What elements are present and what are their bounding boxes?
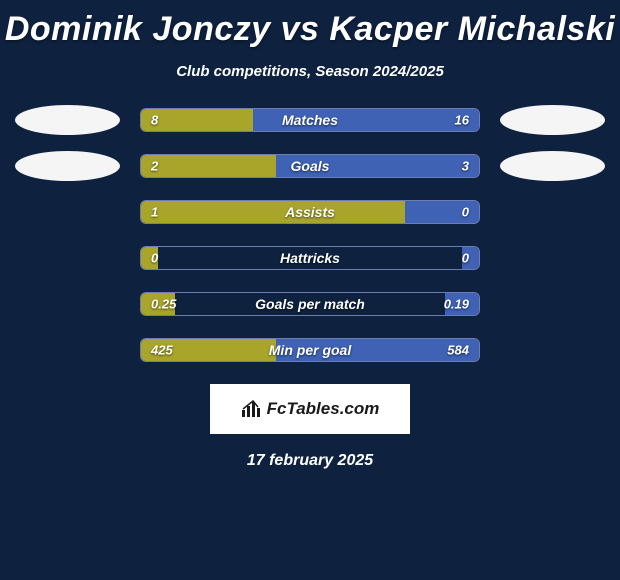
stat-row: 0.25 0.19 Goals per match: [0, 292, 620, 316]
player-badge-left: [15, 197, 120, 227]
stat-value-right: 0: [462, 205, 469, 220]
player-badge-left: [15, 243, 120, 273]
chart-icon: [241, 400, 261, 418]
stat-bar: 0 0 Hattricks: [140, 246, 480, 270]
player-badge-right: [500, 335, 605, 365]
stat-row: 0 0 Hattricks: [0, 246, 620, 270]
player-badge-right: [500, 105, 605, 135]
player-badge-right: [500, 197, 605, 227]
bar-left-fill: [141, 201, 405, 223]
page-title: Dominik Jonczy vs Kacper Michalski: [0, 0, 620, 49]
stat-value-left: 1: [151, 205, 158, 220]
stat-row: 425 584 Min per goal: [0, 338, 620, 362]
stat-row: 1 0 Assists: [0, 200, 620, 224]
stat-value-left: 0.25: [151, 297, 176, 312]
stat-value-left: 2: [151, 159, 158, 174]
stat-value-right: 0: [462, 251, 469, 266]
page-subtitle: Club competitions, Season 2024/2025: [0, 63, 620, 80]
stat-label: Min per goal: [269, 342, 351, 358]
stat-bar: 1 0 Assists: [140, 200, 480, 224]
stat-label: Matches: [282, 112, 338, 128]
stat-value-left: 0: [151, 251, 158, 266]
stat-row: 8 16 Matches: [0, 108, 620, 132]
stat-label: Assists: [285, 204, 335, 220]
stat-value-right: 0.19: [444, 297, 469, 312]
player-badge-left: [15, 105, 120, 135]
stat-bar: 8 16 Matches: [140, 108, 480, 132]
stat-bar: 2 3 Goals: [140, 154, 480, 178]
stat-row: 2 3 Goals: [0, 154, 620, 178]
stat-value-right: 16: [455, 113, 469, 128]
stat-label: Hattricks: [280, 250, 340, 266]
stat-bar: 425 584 Min per goal: [140, 338, 480, 362]
player-badge-right: [500, 243, 605, 273]
player-badge-left: [15, 151, 120, 181]
footer-badge: FcTables.com: [210, 384, 410, 434]
stat-label: Goals: [291, 158, 330, 174]
bar-left-fill: [141, 155, 276, 177]
footer-label: FcTables.com: [267, 399, 380, 419]
player-badge-left: [15, 335, 120, 365]
stat-value-right: 3: [462, 159, 469, 174]
comparison-chart: 8 16 Matches 2 3 Goals 1 0 Assists 0 0 Hattricks 0.2…: [0, 108, 620, 362]
stat-value-right: 584: [447, 343, 469, 358]
player-badge-right: [500, 289, 605, 319]
date-label: 17 february 2025: [0, 452, 620, 470]
player-badge-left: [15, 289, 120, 319]
stat-label: Goals per match: [255, 296, 365, 312]
player-badge-right: [500, 151, 605, 181]
stat-bar: 0.25 0.19 Goals per match: [140, 292, 480, 316]
stat-value-left: 425: [151, 343, 173, 358]
stat-value-left: 8: [151, 113, 158, 128]
